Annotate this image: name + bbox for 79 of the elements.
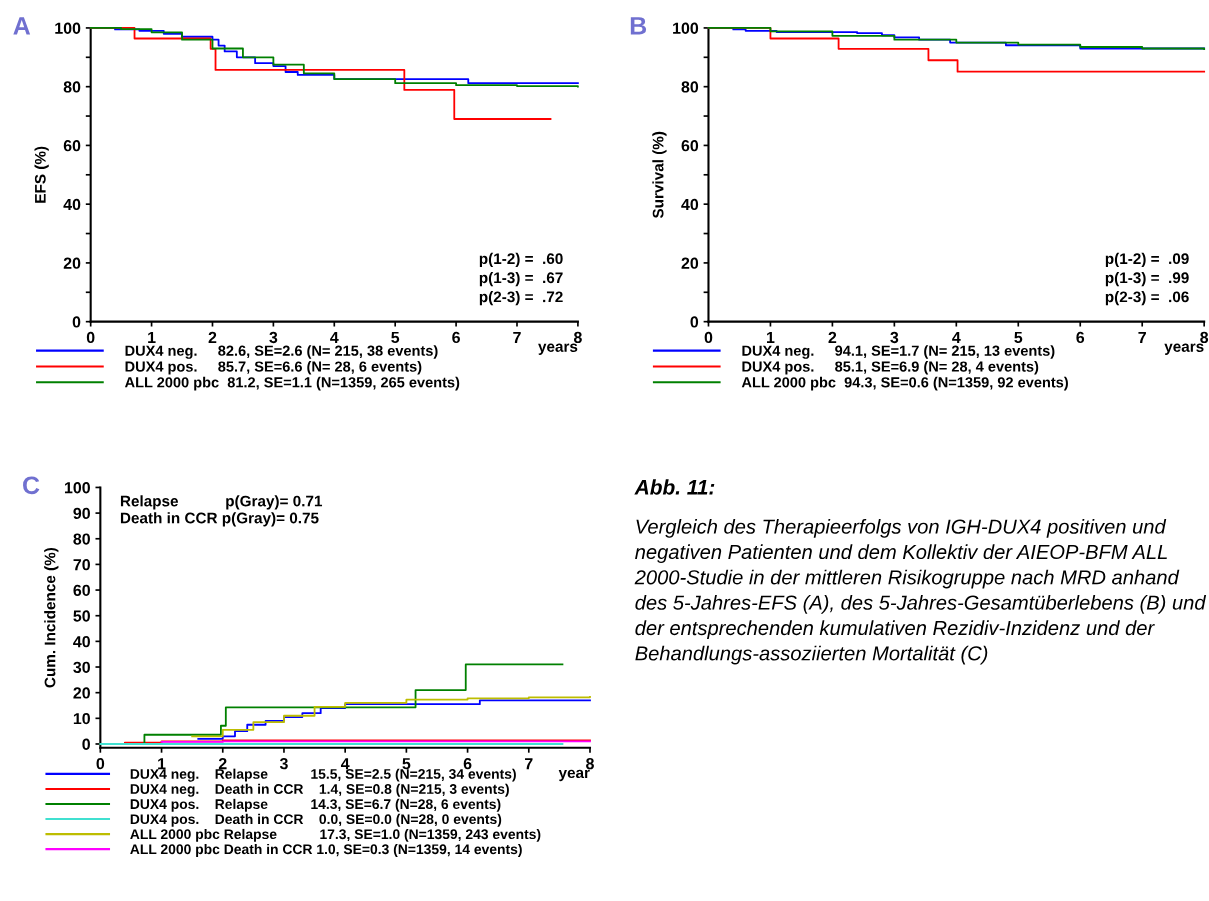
y-tick-label: 90 — [73, 507, 90, 520]
y-axis-title: Cum. Incidence (%) — [44, 547, 59, 688]
y-tick-label: 80 — [63, 81, 81, 93]
x-tick-label: 4 — [952, 331, 961, 343]
chart-title: A — [13, 17, 31, 35]
x-tick-label: 3 — [890, 331, 899, 344]
y-tick-label: 60 — [73, 584, 90, 596]
y-tick-label: 0 — [72, 316, 81, 328]
y-tick-label: 30 — [73, 661, 90, 673]
x-tick-label: 7 — [513, 331, 521, 343]
legend-label: DUX4 pos. Relapse 14.3, SE=6.7 (N=28, 6 events) — [130, 798, 501, 812]
y-tick-label: 0 — [82, 738, 90, 750]
x-tick-label: 3 — [269, 331, 278, 344]
annotation: Death in CCR p(Gray)= 0.75 — [120, 512, 319, 527]
x-tick-label: 8 — [1200, 331, 1209, 344]
x-tick-label: 8 — [573, 331, 582, 344]
x-tick-label: 2 — [218, 757, 227, 770]
y-axis-title: Survival (%) — [652, 131, 667, 219]
x-axis-title: year — [558, 769, 590, 782]
y-tick-label: 60 — [681, 140, 699, 152]
legend-label: DUX4 neg. Death in CCR 1.4, SE=0.8 (N=215, 3 events) — [130, 783, 509, 797]
y-tick-label: 40 — [63, 198, 81, 211]
y-tick-label: 60 — [63, 140, 81, 152]
legend-label: DUX4 neg. 94.1, SE=1.7 (N= 215, 13 events) — [742, 345, 1055, 359]
annotation: p(1-2) = .60 — [479, 252, 563, 268]
x-tick-label: 4 — [330, 331, 339, 343]
annotation: Relapse p(Gray)= 0.71 — [120, 495, 323, 510]
annotation: p(1-3) = .99 — [1105, 271, 1189, 287]
chart-title: B — [630, 17, 647, 35]
y-tick-label: 0 — [690, 316, 699, 328]
y-axis-title: EFS (%) — [34, 146, 49, 203]
x-tick-label: 6 — [1076, 331, 1085, 344]
text: Abb. 11: — [634, 479, 715, 495]
y-tick-label: 20 — [681, 257, 699, 269]
legend-label: DUX4 neg. 82.6, SE=2.6 (N= 215, 38 events) — [125, 345, 438, 359]
x-tick-label: 2 — [828, 331, 837, 343]
y-tick-label: 20 — [63, 257, 81, 269]
legend-label: ALL 2000 pbc Relapse 17.3, SE=1.0 (N=1359, 243 events) — [130, 828, 541, 842]
x-tick-label: 4 — [340, 758, 350, 770]
y-tick-label: 80 — [681, 81, 699, 93]
legend-label: ALL 2000 pbc 94.3, SE=0.6 (N=1359, 92 events) — [741, 376, 1068, 391]
y-tick-label: 100 — [64, 482, 90, 494]
y-tick-label: 50 — [73, 610, 90, 622]
x-tick-label: 1 — [148, 331, 156, 343]
annotation: p(1-2) = .09 — [1105, 252, 1189, 268]
legend-label: ALL 2000 pbc Death in CCR 1.0, SE=0.3 (N=1359, 14 events) — [130, 843, 522, 857]
y-tick-label: 100 — [55, 22, 81, 34]
y-tick-label: 40 — [681, 198, 699, 211]
x-tick-label: 8 — [586, 757, 594, 770]
x-tick-label: 6 — [463, 757, 472, 770]
text: Vergleich des Therapieerfolgs von IGH-DUX4 positiven und negativen Patienten und dem Kollektiv der AIEOP-BFM ALL 2000-Studie in der mittleren Risikogruppe nach MRD anhand des 5-Jahres-EFS (A), des 5-Jahres-Gesamtüberlebens (B) und der entsprechenden kumulativen Rezidiv-Inzidenz und der Behandlungs-assoziierten Mortalität (C) — [634, 518, 1207, 665]
annotation: p(1-3) = .67 — [479, 271, 563, 287]
x-tick-label: 7 — [1138, 331, 1146, 343]
x-tick-label: 2 — [208, 331, 217, 343]
x-tick-label: 1 — [158, 758, 166, 770]
legend-label: DUX4 pos. 85.1, SE=6.9 (N= 28, 4 events) — [742, 361, 1039, 375]
x-tick-label: 0 — [96, 757, 105, 770]
y-tick-label: 40 — [73, 636, 90, 648]
x-tick-label: 7 — [525, 758, 533, 770]
x-tick-label: 5 — [391, 331, 400, 344]
y-tick-label: 100 — [673, 22, 699, 34]
x-tick-label: 5 — [1014, 331, 1023, 344]
x-tick-label: 6 — [452, 331, 460, 344]
y-tick-label: 80 — [73, 533, 90, 545]
y-tick-label: 20 — [73, 687, 90, 699]
x-axis-title: years — [1164, 343, 1204, 355]
y-tick-label: 70 — [73, 559, 90, 571]
x-tick-label: 5 — [402, 758, 411, 770]
legend-label: DUX4 pos. Death in CCR 0.0, SE=0.0 (N=28, 0 events) — [130, 813, 502, 827]
x-tick-label: 1 — [767, 331, 775, 343]
annotation: p(2-3) = .72 — [479, 291, 563, 306]
x-tick-label: 3 — [279, 757, 288, 770]
x-tick-label: 0 — [704, 331, 713, 344]
annotation: p(2-3) = .06 — [1105, 291, 1189, 306]
chart-title: C — [23, 476, 40, 495]
y-tick-label: 10 — [73, 712, 90, 725]
x-axis-title: years — [538, 343, 578, 355]
legend-label: ALL 2000 pbc 81.2, SE=1.1 (N=1359, 265 events) — [124, 376, 460, 391]
legend-label: DUX4 pos. 85.7, SE=6.6 (N= 28, 6 events) — [125, 361, 422, 375]
